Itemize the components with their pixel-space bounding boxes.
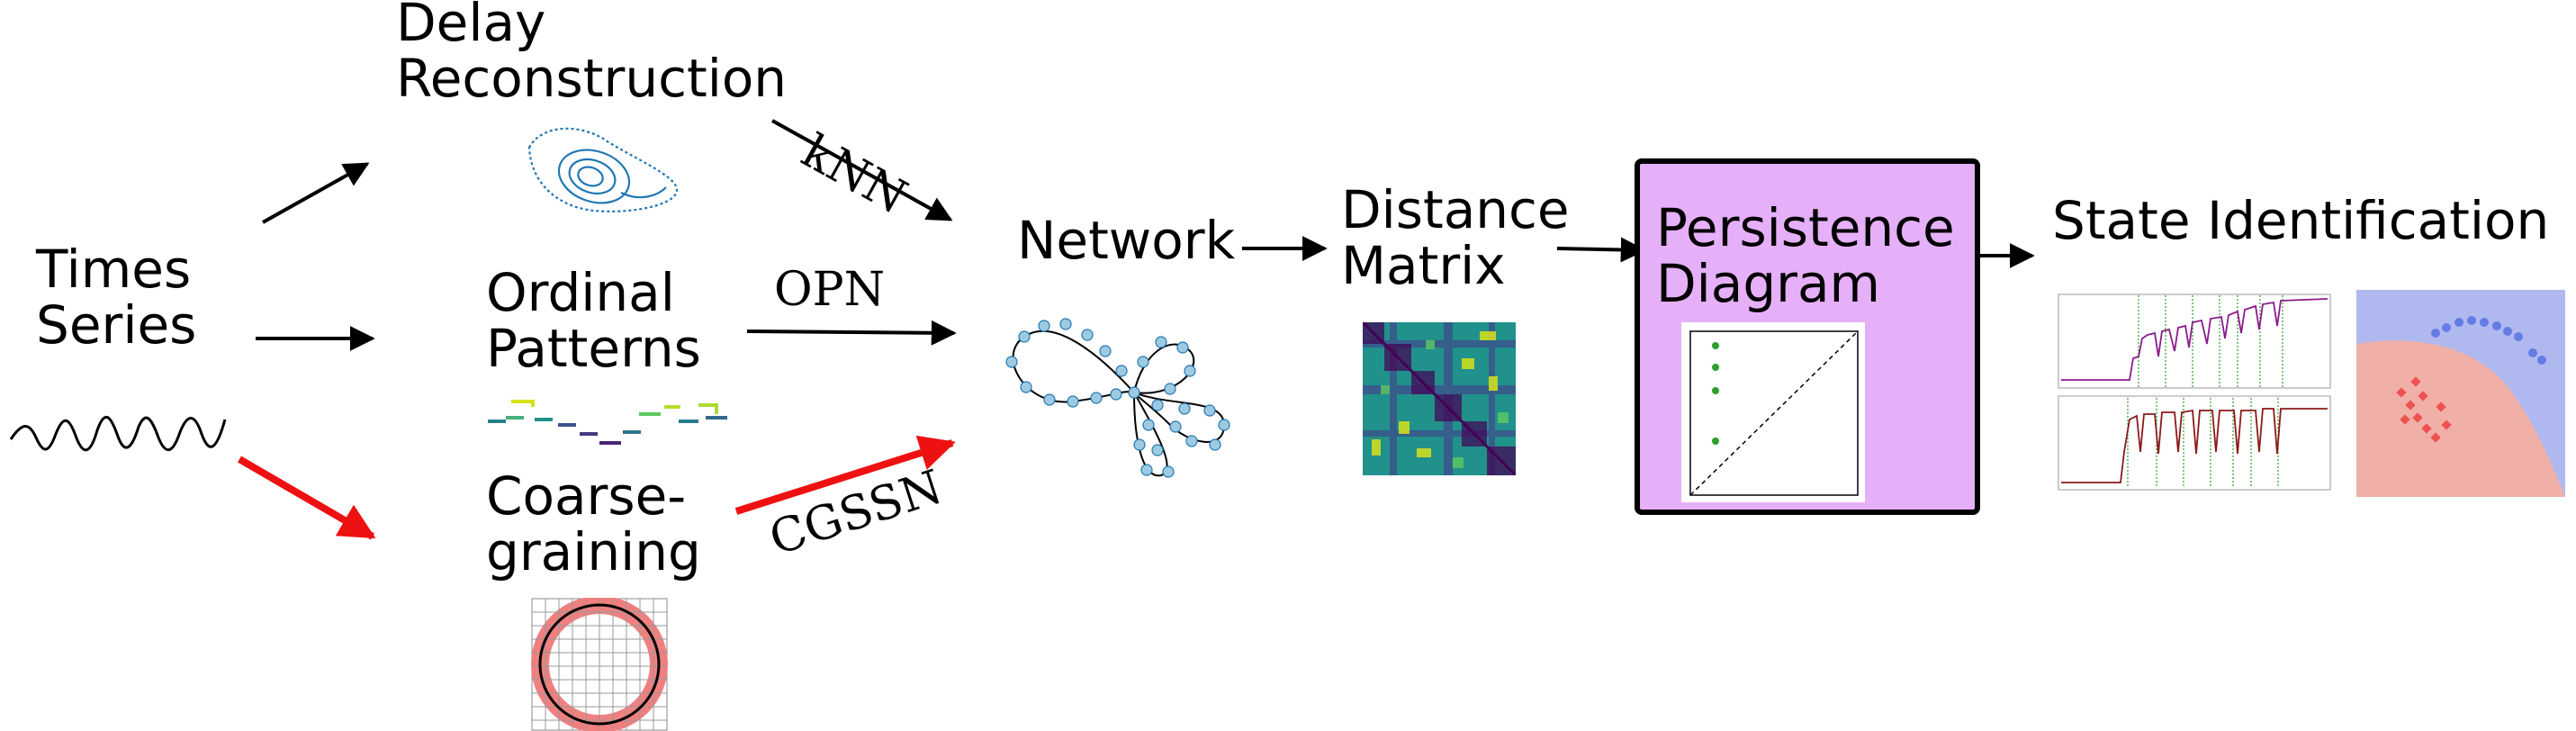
distance-matrix-heatmap — [1363, 322, 1516, 475]
delay-line-1: Delay — [396, 0, 546, 53]
arrow-opn — [746, 320, 957, 346]
persistence-diagram-box: Persistence Diagram — [1635, 158, 1980, 515]
coarse-graining-label: Coarse- graining — [486, 468, 701, 580]
times-series-label: Times Series — [36, 241, 196, 353]
ordinal-line-2: Patterns — [486, 318, 701, 380]
times-series-line-1: Times — [36, 239, 192, 300]
persistence-plot — [1681, 322, 1865, 502]
persistence-line-1: Persistence — [1656, 197, 1955, 258]
opn-label: OPN — [774, 263, 886, 317]
time-series-waveform — [9, 416, 227, 452]
coarse-line-1: Coarse- — [486, 465, 687, 527]
delay-reconstruction-label: Delay Reconstruction — [396, 0, 787, 106]
arrow-cgssn — [734, 435, 956, 515]
delay-line-2: Reconstruction — [396, 48, 788, 110]
network-graph — [1005, 318, 1230, 478]
ordinal-pattern-plot — [488, 400, 727, 445]
network-label: Network — [1017, 210, 1236, 271]
state-identification-label: State Identification — [2052, 190, 2550, 251]
state-timeseries-plots — [2058, 293, 2331, 491]
arrow-to-delay — [262, 162, 370, 224]
arrow-matrix-to-persistence — [1556, 237, 1646, 263]
times-series-line-2: Series — [36, 294, 197, 356]
persistence-line-2: Diagram — [1656, 253, 1881, 315]
persistence-diagram-label: Persistence Diagram — [1656, 200, 1955, 311]
distance-line-2: Matrix — [1341, 235, 1506, 297]
ordinal-patterns-label: Ordinal Patterns — [486, 265, 701, 376]
coarse-line-2: graining — [486, 521, 701, 583]
state-classification-plot — [2356, 290, 2565, 497]
distance-line-1: Distance — [1341, 179, 1570, 240]
ordinal-line-1: Ordinal — [486, 262, 675, 323]
arrow-to-coarse — [237, 456, 376, 540]
arrow-knn — [771, 119, 953, 221]
distance-matrix-label: Distance Matrix — [1341, 182, 1570, 293]
coarse-grid-plot — [531, 598, 668, 731]
delay-attractor-plot — [527, 127, 679, 212]
